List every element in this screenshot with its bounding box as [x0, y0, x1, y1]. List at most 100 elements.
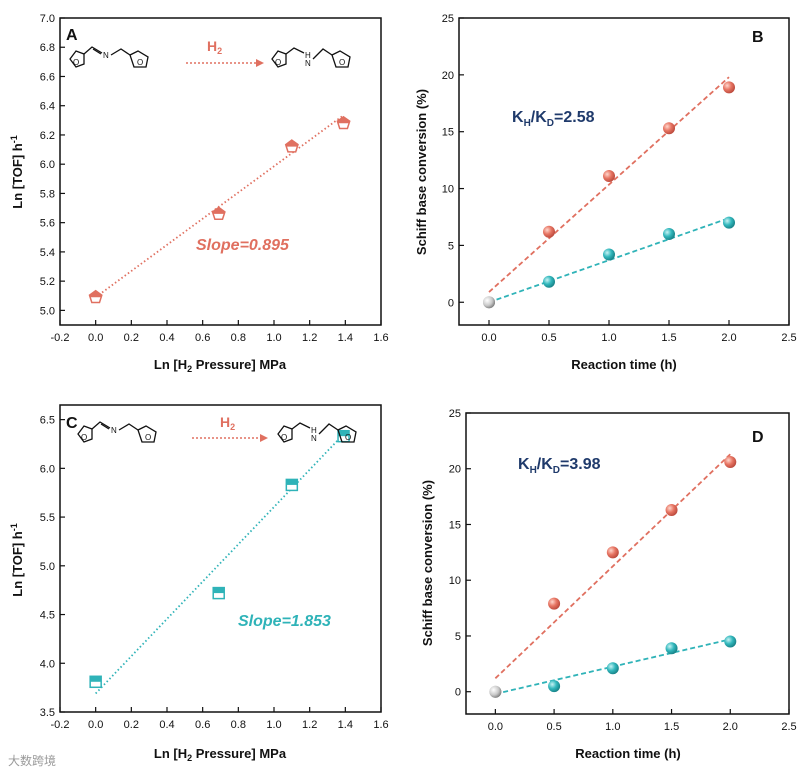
y-tick-label: 5.4 [40, 247, 55, 259]
y-ticks-d: 0 5 10 15 20 25 [449, 408, 471, 699]
plot-frame-c [59, 404, 382, 713]
x-tick-label: 0.4 [159, 332, 174, 344]
y-ticks-a: 5.0 5.2 5.4 5.6 5.8 6.0 6.2 6.4 6.6 6.8 7.0 [40, 13, 65, 317]
y-tick-label: 4.5 [40, 610, 55, 622]
svg-text:H: H [305, 51, 311, 60]
plot-frame-a [59, 17, 382, 326]
x-tick-label: 1.4 [338, 332, 353, 344]
data-point-d-h2-3 [606, 546, 619, 559]
data-point-d-d2-5 [724, 635, 737, 648]
fit-lines-a [95, 114, 345, 298]
y-tick-label: 7.0 [40, 13, 55, 25]
x-tick-label: 0.2 [124, 332, 139, 344]
points-a [88, 115, 351, 304]
x-ticks-d: 0.0 0.5 1.0 1.5 2.0 2.5 [488, 709, 797, 733]
y-tick-label: 20 [449, 464, 461, 476]
data-point-fill [338, 430, 350, 437]
x-tick-label: -0.2 [51, 719, 70, 731]
points-c [89, 429, 350, 689]
y-tick-label: 0 [455, 687, 461, 699]
imine-structure-icon: O N O [69, 46, 149, 68]
data-point-b-d2-1 [483, 296, 495, 309]
data-point-fill [89, 290, 102, 298]
x-tick-label: 1.6 [373, 332, 388, 344]
data-point-fill [212, 207, 225, 214]
data-point-d-h2-5 [724, 456, 737, 469]
panel-a: -0.2 0.0 0.2 0.4 0.6 0.8 1.0 1.2 1.4 1.6 5.05.25.… [9, 13, 389, 374]
y-tick-label: 6.6 [40, 71, 55, 83]
panel-b: 0.0 0.5 1.0 1.5 2.0 2.5 0 5 10 15 20 25 B KH/KD=2.… [414, 13, 797, 372]
svg-text:H: H [311, 426, 317, 435]
x-tick-label: 1.5 [664, 721, 679, 733]
x-axis-label-b: Reaction time (h) [571, 357, 676, 372]
data-point-b-d2-2 [543, 275, 555, 288]
data-point-b-h2-5 [723, 81, 735, 94]
y-tick-label: 6.5 [40, 415, 55, 427]
data-point-b-d2-3 [603, 248, 615, 261]
data-point-b-d2-5 [723, 216, 735, 229]
x-tick-label: 1.0 [605, 721, 620, 733]
fit-lines-b [488, 76, 730, 304]
plot-frame-b [458, 17, 790, 326]
data-point-fill [337, 116, 350, 124]
panel-c: -0.2 0.0 0.2 0.4 0.6 0.8 1.0 1.2 1.4 1.6 3.5 4.0 4.… [9, 404, 389, 763]
y-tick-label: 20 [442, 70, 454, 82]
y-tick-label: 6.8 [40, 42, 55, 54]
fit-lines-d [494, 453, 731, 695]
x-tick-label: 2.0 [721, 332, 736, 344]
y-tick-label: 5.0 [40, 561, 55, 573]
panel-letter-d: D [752, 429, 764, 446]
y-axis-label-a: Ln [TOF] h-1 [9, 135, 25, 208]
x-tick-label: 0.8 [231, 719, 246, 731]
data-point-b-h2-2 [543, 225, 555, 238]
y-tick-label: 0 [448, 297, 454, 309]
points-b [483, 81, 735, 309]
panel-letter-c: C [66, 415, 78, 432]
y-tick-label: 4.0 [40, 658, 55, 670]
x-tick-label: 2.5 [781, 332, 796, 344]
data-point-b-h2-3 [603, 170, 615, 183]
slope-annotation-c: Slope=1.853 [238, 613, 331, 630]
y-axis-label-c: Ln [TOF] h-1 [9, 523, 25, 596]
svg-text:O: O [339, 58, 345, 67]
data-point-d-d2-1 [489, 685, 502, 698]
y-tick-label: 25 [449, 408, 461, 420]
fit-line-a-1 [95, 114, 345, 298]
y-tick-label: 15 [442, 127, 454, 139]
x-tick-label: 1.4 [338, 719, 353, 731]
x-axis-label-c: Ln [H2 Pressure] MPa [154, 746, 287, 763]
y-tick-label: 10 [449, 575, 461, 587]
data-point-d-d2-3 [606, 662, 619, 675]
y-tick-label: 5.0 [40, 305, 55, 317]
amine-structure-icon: O H N O [277, 422, 357, 443]
y-tick-label: 6.4 [40, 101, 55, 113]
data-point-b-h2-4 [663, 122, 675, 135]
x-tick-label: 0.0 [488, 721, 503, 733]
data-point-fill [90, 676, 102, 682]
x-tick-label: 0.2 [124, 719, 139, 731]
x-axis-label-d: Reaction time (h) [575, 746, 680, 761]
x-tick-label: 1.2 [302, 332, 317, 344]
svg-text:O: O [137, 58, 143, 67]
slope-annotation-a: Slope=0.895 [196, 237, 290, 254]
svg-text:N: N [305, 59, 311, 68]
svg-text:O: O [81, 433, 87, 442]
y-tick-label: 6.2 [40, 130, 55, 142]
y-tick-label: 5.5 [40, 512, 55, 524]
x-tick-label: 0.5 [546, 721, 561, 733]
y-tick-label: 25 [442, 13, 454, 25]
x-tick-label: 0.0 [481, 332, 496, 344]
y-tick-label: 5.2 [40, 276, 55, 288]
data-point-d-h2-2 [548, 597, 561, 610]
plot-frame-d [465, 412, 790, 715]
svg-text:O: O [275, 58, 281, 67]
kh-kd-annotation-b: KH/KD=2.58 [512, 109, 595, 129]
svg-text:N: N [311, 434, 317, 443]
reaction-scheme-a: O N O H2 O H N O [69, 38, 351, 68]
x-tick-label: 0.0 [88, 719, 103, 731]
h2-reagent-label-a: H2 [207, 38, 222, 56]
data-point-fill [286, 479, 298, 485]
panel-d: 0.0 0.5 1.0 1.5 2.0 2.5 0 5 10 15 20 25 D KH/KD=3.… [420, 408, 797, 761]
data-point-b-d2-4 [663, 228, 675, 241]
